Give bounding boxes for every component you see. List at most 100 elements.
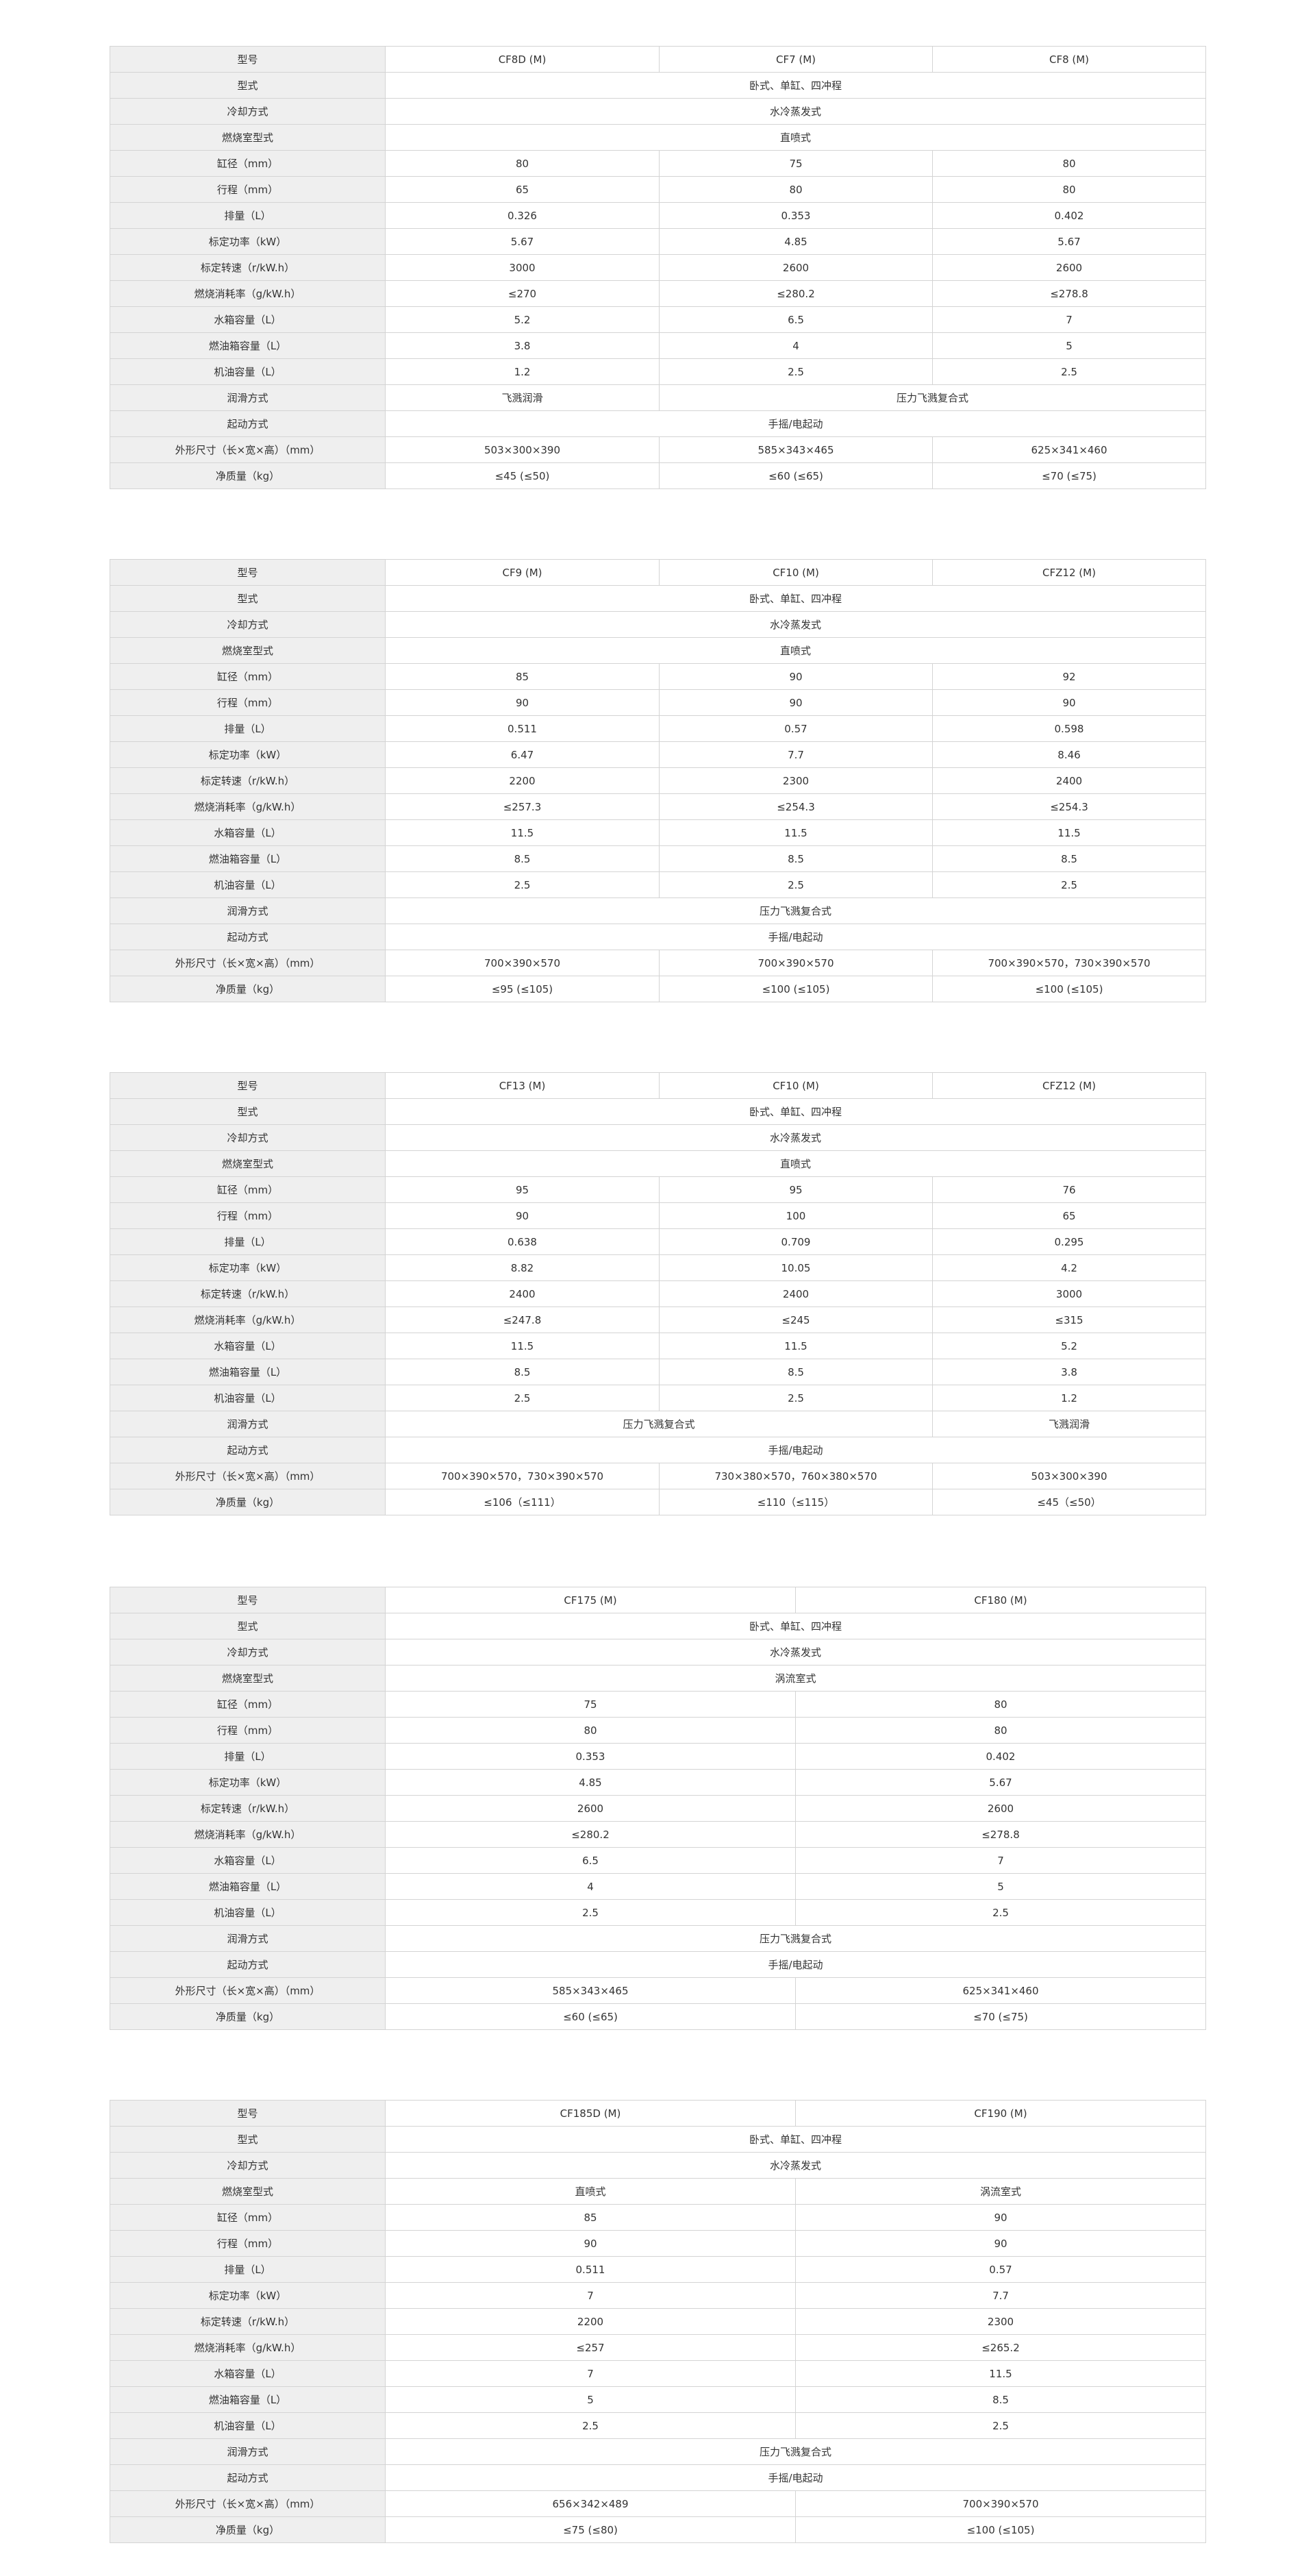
value-cell: ≤100 (≤105)	[932, 976, 1206, 1002]
table-row: 机油容量（L） 1.2 2.5 2.5	[110, 358, 1206, 385]
row-label: 冷却方式	[110, 2152, 386, 2179]
value-cell: 8.82	[385, 1254, 660, 1281]
value-cell: 2600	[385, 1795, 796, 1822]
row-label: 标定功率（kW）	[110, 1769, 386, 1796]
row-label: 机油容量（L）	[110, 871, 386, 898]
value-cell: 6.5	[659, 306, 933, 333]
model-header-cell: CF8D (M)	[385, 46, 660, 73]
table-row: 燃烧室型式 直喷式 涡流室式	[110, 2178, 1206, 2205]
row-label: 净质量（kg）	[110, 1489, 386, 1515]
value-cell: 11.5	[659, 1333, 933, 1359]
table-row: 行程（mm） 80 80	[110, 1717, 1206, 1744]
row-label: 燃烧消耗率（g/kW.h）	[110, 1306, 386, 1333]
value-cell: 7.7	[795, 2282, 1206, 2309]
table-row: 机油容量（L） 2.5 2.5	[110, 2412, 1206, 2439]
row-label: 行程（mm）	[110, 2230, 386, 2257]
row-label: 标定转速（r/kW.h）	[110, 767, 386, 794]
value-cell: 700×390×570，730×390×570	[385, 1463, 660, 1489]
table-row: 燃烧消耗率（g/kW.h） ≤257 ≤265.2	[110, 2334, 1206, 2361]
table-row: 燃烧消耗率（g/kW.h） ≤257.3 ≤254.3 ≤254.3	[110, 793, 1206, 820]
row-label: 燃油箱容量（L）	[110, 2386, 386, 2413]
model-header-cell: CF8 (M)	[932, 46, 1206, 73]
table-row: 标定功率（kW） 7 7.7	[110, 2282, 1206, 2309]
table-row: 水箱容量（L） 11.5 11.5 5.2	[110, 1333, 1206, 1359]
value-cell: 90	[385, 2230, 796, 2257]
value-cell: 0.326	[385, 202, 660, 229]
value-cell: 3.8	[932, 1359, 1206, 1385]
value-cell: 2200	[385, 2308, 796, 2335]
row-label: 冷却方式	[110, 1639, 386, 1665]
table-row: 外形尺寸（长×宽×高）（mm） 700×390×570，730×390×570 73…	[110, 1463, 1206, 1489]
value-cell: 5.2	[932, 1333, 1206, 1359]
value-cell: 11.5	[385, 1333, 660, 1359]
table-row: 标定转速（r/kW.h） 3000 2600 2600	[110, 254, 1206, 281]
row-label: 排量（L）	[110, 2256, 386, 2283]
value-cell: 卧式、单缸、四冲程	[385, 72, 1206, 99]
row-label: 外形尺寸（长×宽×高）（mm）	[110, 436, 386, 463]
row-label: 起动方式	[110, 2464, 386, 2491]
spec-table: 型号 CF9 (M) CF10 (M) CFZ12 (M) 型式 卧式、单缸、四冲程 冷却方…	[110, 559, 1206, 1002]
row-label: 行程（mm）	[110, 176, 386, 203]
value-cell: 0.353	[659, 202, 933, 229]
table-row: 燃油箱容量（L） 4 5	[110, 1873, 1206, 1900]
table-row: 缸径（mm） 95 95 76	[110, 1176, 1206, 1203]
spec-table: 型号 CF175 (M) CF180 (M) 型式 卧式、单缸、四冲程 冷却方式 水冷蒸发式…	[110, 1587, 1206, 2030]
table-row: 排量（L） 0.511 0.57	[110, 2256, 1206, 2283]
value-cell: 6.5	[385, 1847, 796, 1874]
value-cell: 700×390×570	[795, 2490, 1206, 2517]
value-cell: 65	[932, 1202, 1206, 1229]
row-label: 燃烧室型式	[110, 124, 386, 151]
row-label: 外形尺寸（长×宽×高）（mm）	[110, 2490, 386, 2517]
value-cell: 1.2	[932, 1385, 1206, 1411]
value-cell: 水冷蒸发式	[385, 2152, 1206, 2179]
row-label: 外形尺寸（长×宽×高）（mm）	[110, 1463, 386, 1489]
value-cell: 7	[932, 306, 1206, 333]
row-label: 润滑方式	[110, 897, 386, 924]
row-label: 型式	[110, 1613, 386, 1639]
row-label: 润滑方式	[110, 1411, 386, 1437]
row-label: 水箱容量（L）	[110, 819, 386, 846]
value-cell: 7	[385, 2282, 796, 2309]
row-label: 净质量（kg）	[110, 2516, 386, 2543]
value-cell: 5	[385, 2386, 796, 2413]
table-row: 型式 卧式、单缸、四冲程	[110, 1613, 1206, 1639]
row-label: 型式	[110, 72, 386, 99]
value-cell: 2.5	[385, 871, 660, 898]
model-header-cell: CF7 (M)	[659, 46, 933, 73]
value-cell: 飞溅润滑	[932, 1411, 1206, 1437]
value-cell: 75	[385, 1691, 796, 1718]
value-cell: 75	[659, 150, 933, 177]
table-row: 燃烧消耗率（g/kW.h） ≤247.8 ≤245 ≤315	[110, 1306, 1206, 1333]
row-label: 型号	[110, 2100, 386, 2127]
table-row: 排量（L） 0.511 0.57 0.598	[110, 715, 1206, 742]
table-row: 行程（mm） 65 80 80	[110, 176, 1206, 203]
table-row: 冷却方式 水冷蒸发式	[110, 1639, 1206, 1665]
table-row: 排量（L） 0.353 0.402	[110, 1743, 1206, 1770]
value-cell: ≤278.8	[795, 1821, 1206, 1848]
table-row: 标定转速（r/kW.h） 2200 2300 2400	[110, 767, 1206, 794]
table-row: 缸径（mm） 80 75 80	[110, 150, 1206, 177]
value-cell: 水冷蒸发式	[385, 1639, 1206, 1665]
value-cell: 手摇/电起动	[385, 924, 1206, 950]
row-label: 标定功率（kW）	[110, 228, 386, 255]
value-cell: 7	[385, 2360, 796, 2387]
table-row: 型式 卧式、单缸、四冲程	[110, 72, 1206, 99]
row-label: 外形尺寸（长×宽×高）（mm）	[110, 1977, 386, 2004]
row-label: 燃烧消耗率（g/kW.h）	[110, 2334, 386, 2361]
row-label: 排量（L）	[110, 1228, 386, 1255]
value-cell: 压力飞溅复合式	[385, 2438, 1206, 2465]
table-row: 润滑方式 压力飞溅复合式 飞溅润滑	[110, 1411, 1206, 1437]
row-label: 冷却方式	[110, 611, 386, 638]
value-cell: 585×343×465	[385, 1977, 796, 2004]
row-label: 燃烧室型式	[110, 1665, 386, 1692]
value-cell: 5.67	[795, 1769, 1206, 1796]
value-cell: 95	[385, 1176, 660, 1203]
table-row: 润滑方式 飞溅润滑 压力飞溅复合式	[110, 384, 1206, 411]
value-cell: ≤278.8	[932, 280, 1206, 307]
table-row: 起动方式 手摇/电起动	[110, 924, 1206, 950]
value-cell: 5	[795, 1873, 1206, 1900]
row-label: 机油容量（L）	[110, 1385, 386, 1411]
row-label: 水箱容量（L）	[110, 1847, 386, 1874]
table-row: 燃油箱容量（L） 8.5 8.5 8.5	[110, 845, 1206, 872]
table-row: 行程（mm） 90 100 65	[110, 1202, 1206, 1229]
